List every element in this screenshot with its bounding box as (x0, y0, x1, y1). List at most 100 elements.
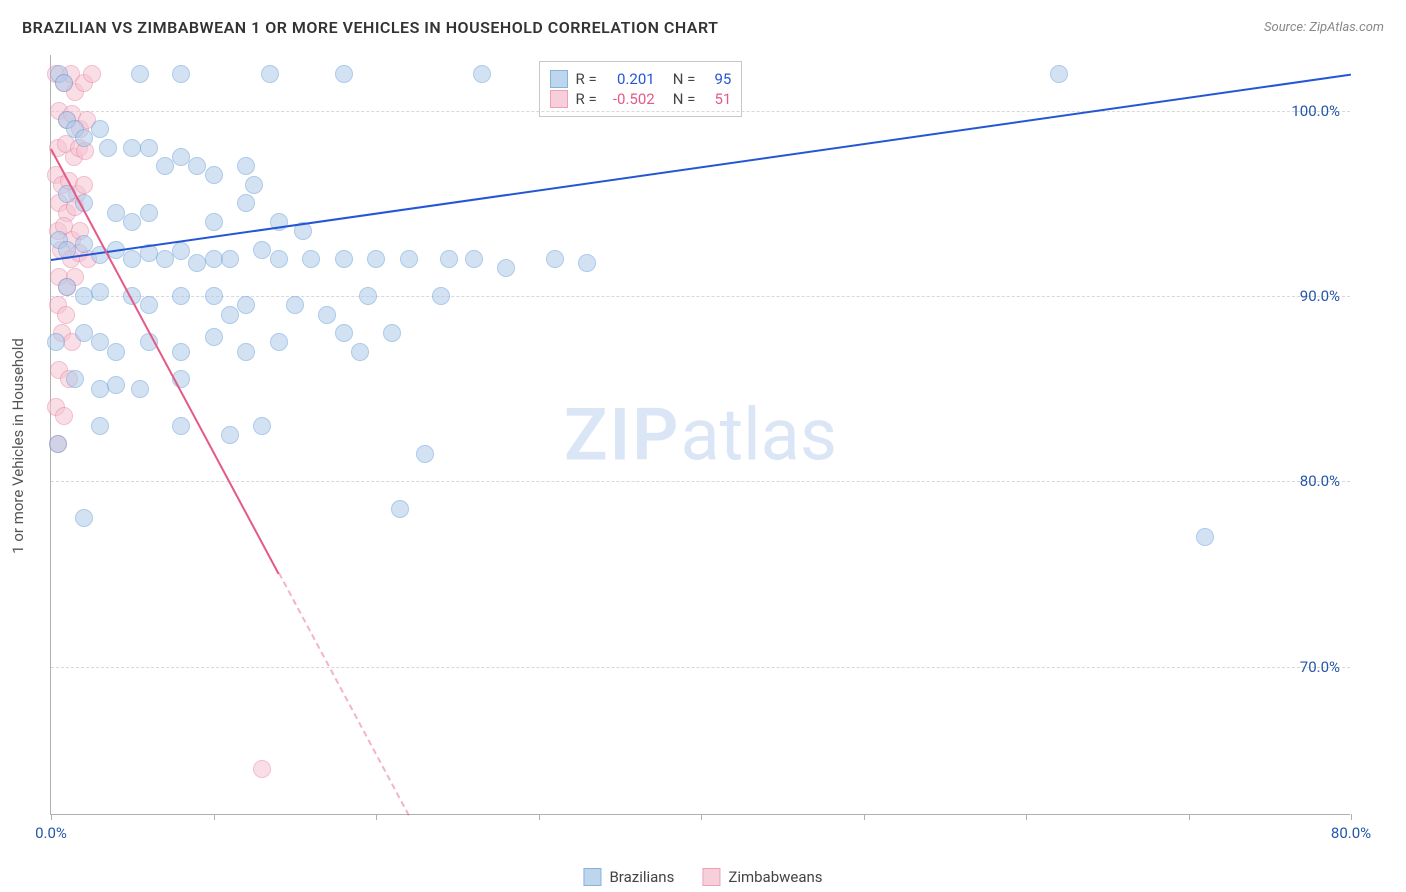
legend-label-zimbabweans: Zimbabweans (728, 868, 822, 886)
x-tick-mark (214, 814, 215, 820)
data-point-brazilian (58, 278, 76, 296)
x-tick-label: 0.0% (35, 824, 67, 842)
data-point-brazilian (391, 500, 409, 518)
data-point-brazilian (270, 250, 288, 268)
data-point-brazilian (221, 306, 239, 324)
source-credit: Source: ZipAtlas.com (1264, 20, 1384, 35)
data-point-brazilian (99, 139, 117, 157)
data-point-brazilian (172, 65, 190, 83)
r-label: R = (576, 90, 597, 108)
data-point-brazilian (49, 435, 67, 453)
data-point-brazilian (75, 287, 93, 305)
chart-legend: Brazilians Zimbabweans (583, 868, 822, 886)
x-tick-mark (376, 814, 377, 820)
watermark: ZIPatlas (564, 392, 837, 477)
stats-row-brazilians: R =0.201N =95 (550, 70, 732, 88)
stats-swatch-icon (550, 70, 568, 88)
data-point-brazilian (400, 250, 418, 268)
data-point-brazilian (131, 65, 149, 83)
data-point-brazilian (359, 287, 377, 305)
data-point-brazilian (131, 380, 149, 398)
data-point-zimbabwean (253, 760, 271, 778)
data-point-brazilian (75, 129, 93, 147)
data-point-brazilian (75, 509, 93, 527)
data-point-brazilian (253, 241, 271, 259)
n-value: 95 (703, 70, 731, 88)
data-point-brazilian (205, 287, 223, 305)
data-point-brazilian (367, 250, 385, 268)
n-label: N = (673, 70, 696, 88)
gridline (51, 667, 1350, 668)
data-point-brazilian (107, 376, 125, 394)
data-point-brazilian (107, 204, 125, 222)
chart-header: BRAZILIAN VS ZIMBABWEAN 1 OR MORE VEHICL… (22, 18, 1384, 37)
data-point-brazilian (205, 213, 223, 231)
x-tick-mark (864, 814, 865, 820)
correlation-stats-box: R =0.201N =95R =-0.502N =51 (539, 61, 743, 117)
n-label: N = (673, 90, 696, 108)
x-tick-mark (1351, 814, 1352, 820)
gridline (51, 481, 1350, 482)
x-tick-mark (539, 814, 540, 820)
data-point-brazilian (253, 417, 271, 435)
data-point-brazilian (140, 139, 158, 157)
data-point-brazilian (270, 333, 288, 351)
data-point-brazilian (318, 306, 336, 324)
data-point-zimbabwean (83, 65, 101, 83)
legend-swatch-brazilians (583, 868, 601, 886)
data-point-brazilian (1196, 528, 1214, 546)
data-point-brazilian (546, 250, 564, 268)
data-point-brazilian (156, 250, 174, 268)
x-tick-label: 80.0% (1331, 824, 1371, 842)
data-point-brazilian (172, 417, 190, 435)
data-point-brazilian (578, 254, 596, 272)
data-point-brazilian (335, 65, 353, 83)
data-point-brazilian (107, 343, 125, 361)
gridline (51, 111, 1350, 112)
chart-title: BRAZILIAN VS ZIMBABWEAN 1 OR MORE VEHICL… (22, 18, 719, 37)
data-point-brazilian (172, 287, 190, 305)
y-axis-label: 1 or more Vehicles in Household (9, 338, 27, 554)
x-tick-mark (51, 814, 52, 820)
y-tick-label: 90.0% (1300, 287, 1340, 305)
data-point-brazilian (440, 250, 458, 268)
trendline-zimbabwean-dashed (278, 573, 410, 817)
legend-item-brazilians: Brazilians (583, 868, 674, 886)
data-point-brazilian (286, 296, 304, 314)
watermark-zip: ZIP (564, 392, 680, 477)
watermark-atlas: atlas (680, 392, 837, 477)
data-point-brazilian (205, 328, 223, 346)
data-point-brazilian (172, 242, 190, 260)
data-point-brazilian (302, 250, 320, 268)
data-point-brazilian (237, 296, 255, 314)
stats-row-zimbabweans: R =-0.502N =51 (550, 90, 732, 108)
r-label: R = (576, 70, 597, 88)
data-point-brazilian (261, 65, 279, 83)
data-point-brazilian (1050, 65, 1068, 83)
data-point-brazilian (335, 324, 353, 342)
data-point-brazilian (55, 74, 73, 92)
data-point-zimbabwean (57, 306, 75, 324)
data-point-brazilian (66, 370, 84, 388)
data-point-brazilian (188, 254, 206, 272)
data-point-brazilian (351, 343, 369, 361)
data-point-brazilian (237, 157, 255, 175)
x-tick-mark (701, 814, 702, 820)
x-tick-mark (1026, 814, 1027, 820)
data-point-brazilian (432, 287, 450, 305)
stats-swatch-icon (550, 90, 568, 108)
data-point-brazilian (473, 65, 491, 83)
data-point-brazilian (465, 250, 483, 268)
legend-label-brazilians: Brazilians (609, 868, 674, 886)
scatter-plot-area: ZIPatlas R =0.201N =95R =-0.502N =51 70.… (50, 55, 1350, 815)
legend-item-zimbabweans: Zimbabweans (702, 868, 822, 886)
data-point-brazilian (188, 157, 206, 175)
data-point-brazilian (172, 148, 190, 166)
data-point-brazilian (205, 166, 223, 184)
data-point-brazilian (221, 426, 239, 444)
data-point-brazilian (383, 324, 401, 342)
data-point-brazilian (335, 250, 353, 268)
data-point-brazilian (75, 235, 93, 253)
data-point-brazilian (91, 120, 109, 138)
data-point-zimbabwean (75, 176, 93, 194)
